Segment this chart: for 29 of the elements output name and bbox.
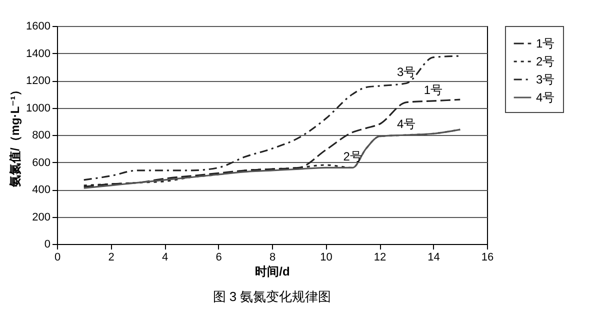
legend-label: 1号 [536,36,555,50]
y-tick-label: 1000 [26,102,50,114]
x-tick-label: 0 [54,252,61,264]
x-tick-label: 2 [108,252,114,264]
y-tick-label: 0 [44,238,50,250]
y-tick-label: 400 [32,184,50,196]
y-tick-label: 1400 [26,48,50,60]
x-tick-label: 6 [216,252,222,264]
legend-label: 3号 [536,72,555,86]
x-tick-label: 14 [428,252,440,264]
y-axis-title: 氨氮值/（mg·L⁻¹） [8,84,22,188]
x-axis-title: 时间/d [255,264,290,278]
x-tick-label: 8 [269,252,276,264]
legend-label: 2号 [536,54,555,68]
y-tick-label: 800 [32,130,50,142]
annotation: 4号 [397,117,416,131]
x-tick-label: 4 [162,252,168,264]
x-tick-label: 12 [374,252,386,264]
y-tick-label: 600 [32,156,50,169]
annotation: 2号 [343,150,362,164]
y-tick-label: 1200 [26,75,50,87]
y-tick-label: 1600 [26,20,50,32]
y-tick-label: 200 [32,211,50,224]
annotation: 1号 [424,82,443,97]
legend-label: 4号 [536,90,555,104]
x-tick-label: 10 [320,252,332,264]
x-tick-label: 16 [481,252,494,264]
annotation: 3号 [397,65,416,80]
text: 图 3 氨氮变化规律图 [212,289,332,304]
